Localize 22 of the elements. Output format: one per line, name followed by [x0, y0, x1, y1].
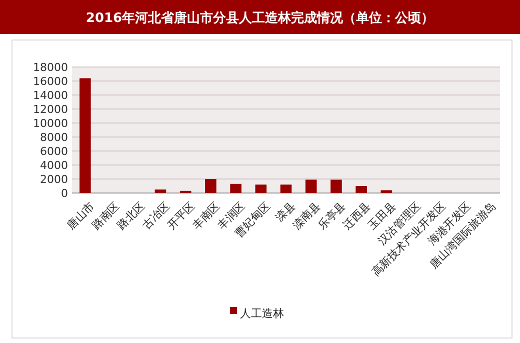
- y-tick-label: 12000: [33, 103, 68, 116]
- y-tick-label: 6000: [40, 145, 68, 158]
- y-tick-label: 16000: [33, 75, 68, 88]
- bar: [330, 180, 342, 193]
- y-tick-label: 18000: [33, 61, 68, 74]
- bar: [230, 184, 242, 193]
- bar: [80, 78, 91, 193]
- y-tick-label: 0: [61, 187, 68, 200]
- bar: [255, 184, 267, 193]
- bar: [154, 190, 166, 193]
- chart-title: 2016年河北省唐山市分县人工造林完成情况（单位：公顷）: [86, 10, 434, 26]
- y-tick-label: 14000: [33, 89, 68, 102]
- bar: [205, 179, 216, 193]
- bar: [305, 180, 317, 193]
- legend-label: 人工造林: [240, 307, 284, 320]
- y-tick-label: 2000: [40, 173, 68, 186]
- bar: [356, 186, 367, 193]
- y-tick-label: 4000: [40, 159, 68, 172]
- y-tick-label: 8000: [40, 131, 68, 144]
- y-tick-label: 10000: [33, 117, 68, 130]
- bar: [380, 190, 392, 193]
- bar: [280, 184, 292, 193]
